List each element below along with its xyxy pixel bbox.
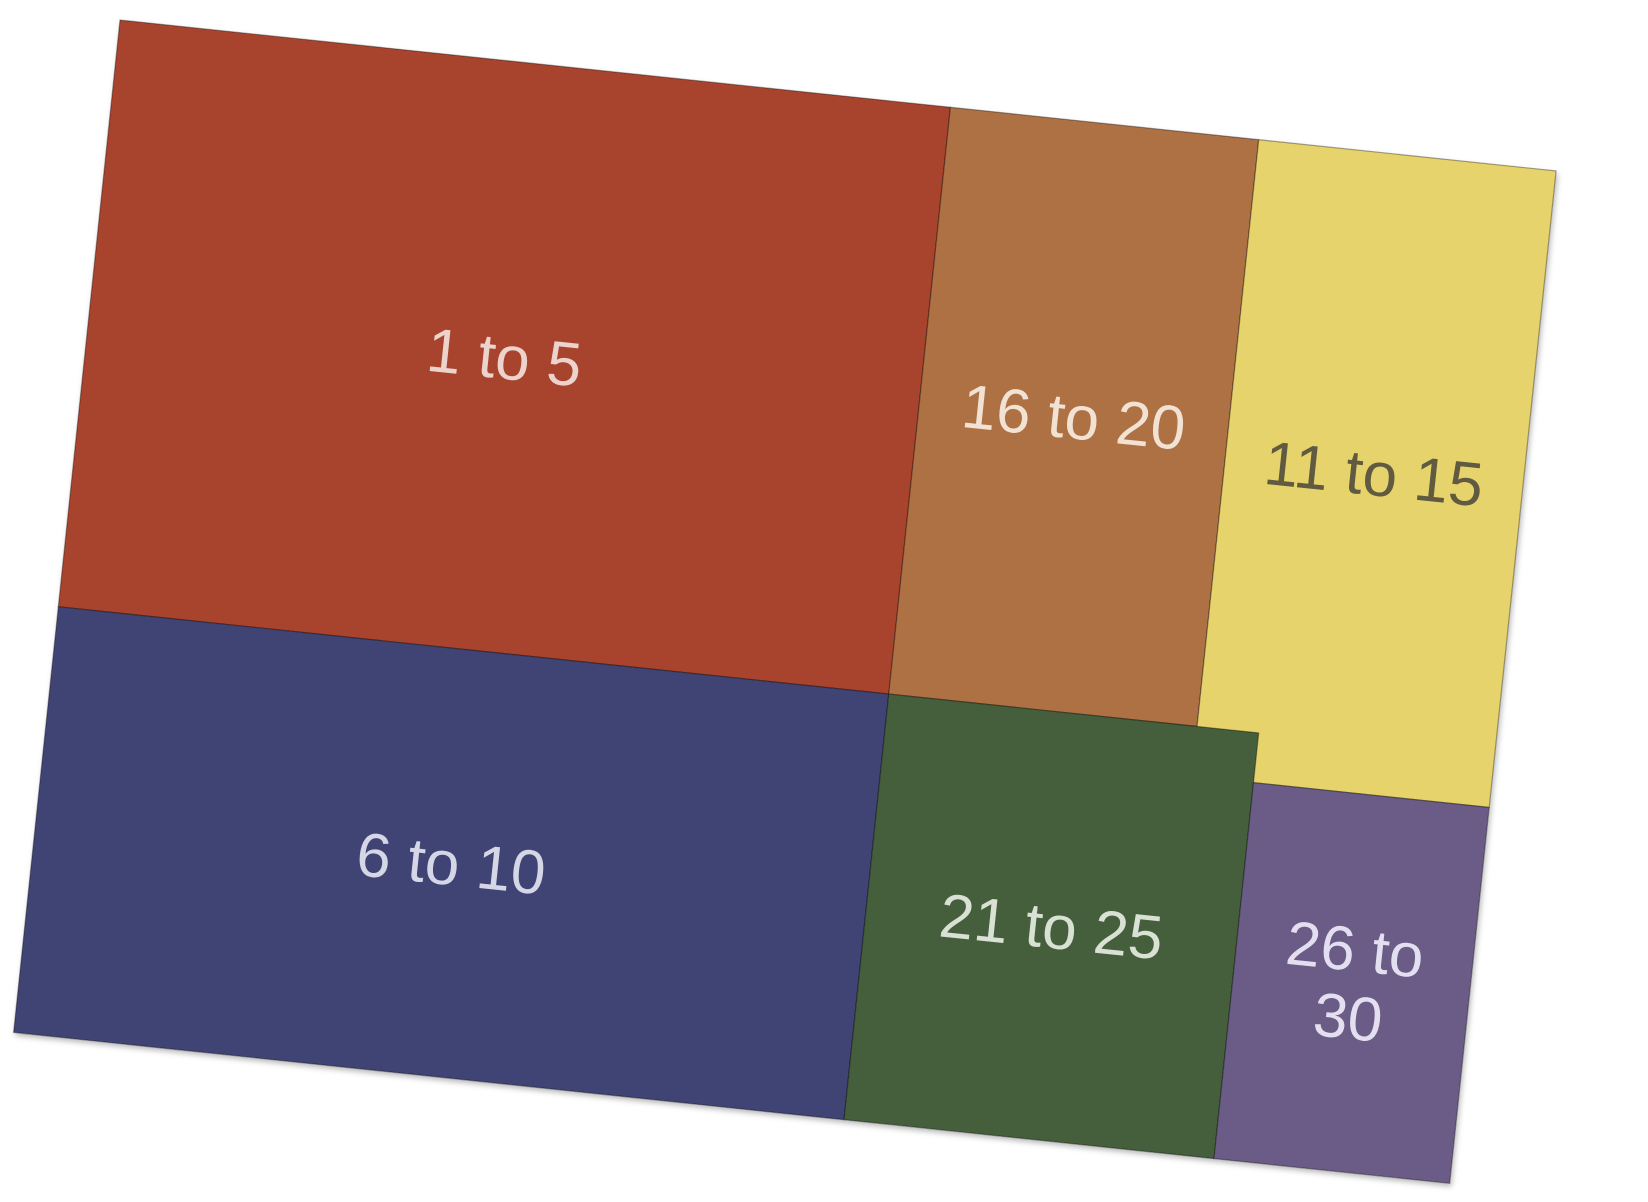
treemap-tiles [12,19,1557,1185]
treemap-tile-26-to-30 [1213,782,1490,1185]
treemap-label-line: 26 to [1283,909,1427,992]
treemap-label-line: 1 to 5 [424,316,585,401]
treemap-label-26-to-30: 26 to30 [1276,909,1427,1060]
treemap-label-1-to-5: 1 to 5 [424,316,585,401]
treemap-label-line: 30 [1310,980,1386,1056]
